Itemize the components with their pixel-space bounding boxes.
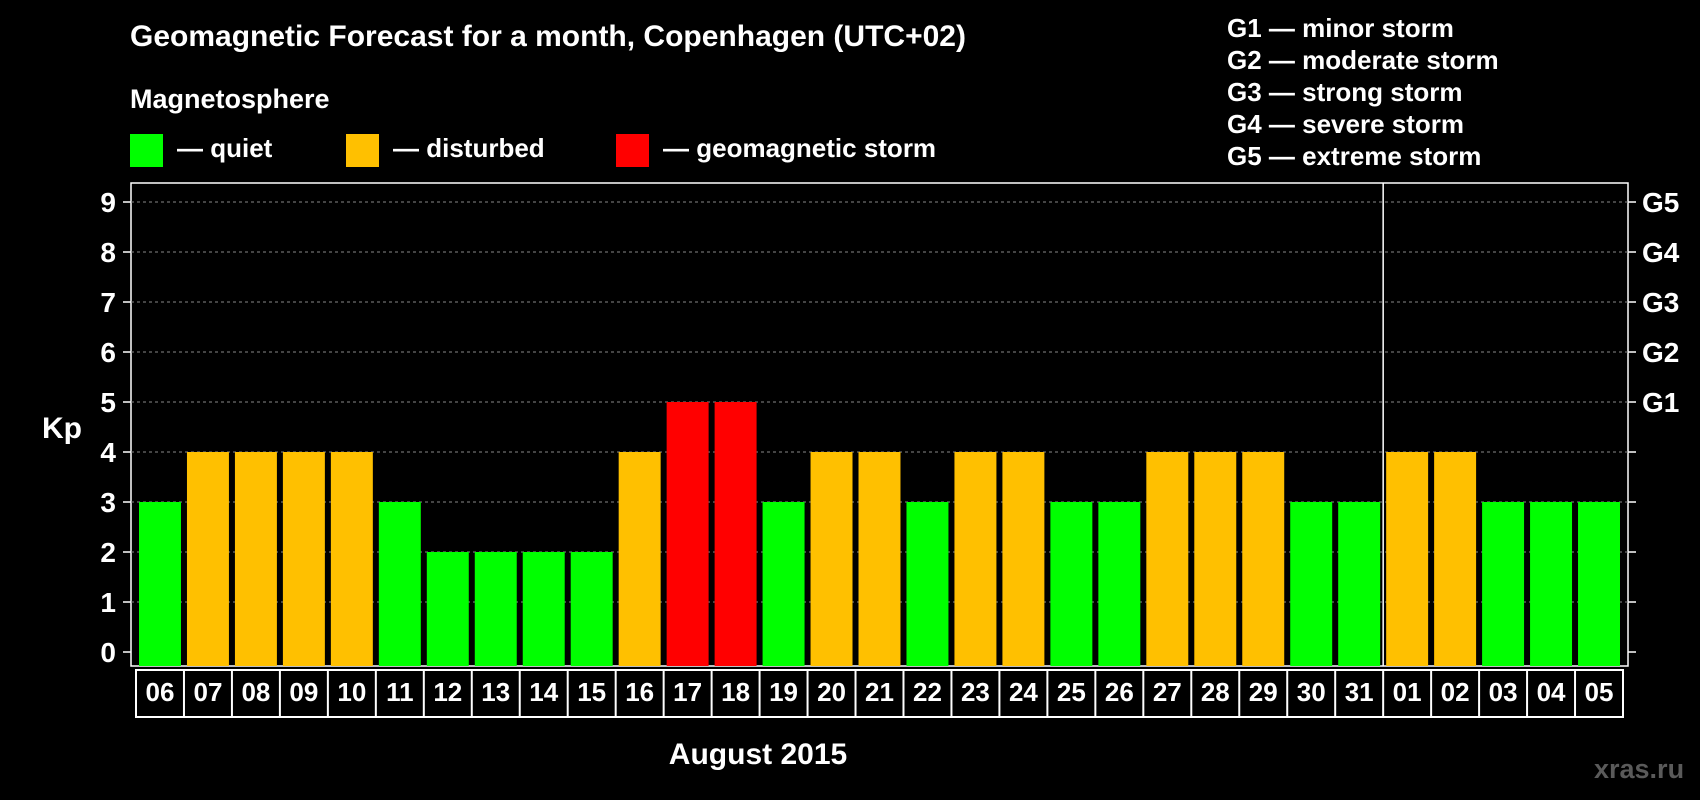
x-tick-label: 16 [625,677,654,707]
bar-31 [1338,502,1381,666]
x-tick-label: 04 [1537,677,1566,707]
bar-15 [570,552,613,666]
bar-25 [1050,502,1093,666]
storm-level-g2: G2 — moderate storm [1227,45,1499,75]
x-tick-label: 23 [961,677,990,707]
bar-26 [1098,502,1141,666]
bar-28 [1194,452,1237,666]
chart-title: Geomagnetic Forecast for a month, Copenh… [130,20,966,53]
bar-01 [1386,452,1429,666]
bar-13 [474,552,517,666]
g-level-label: G3 [1642,287,1679,318]
x-tick-label: 15 [577,677,606,707]
bar-06 [139,502,181,666]
y-tick-label: 1 [100,587,116,618]
y-tick-label: 3 [100,487,116,518]
bar-19 [762,502,805,666]
x-tick-label: 10 [337,677,366,707]
bar-02 [1434,452,1477,666]
bar-03 [1482,502,1525,666]
bar-11 [378,502,421,666]
x-label-frame [135,669,1624,718]
x-tick-label: 12 [433,677,462,707]
x-tick-label: 07 [193,677,222,707]
x-tick-label: 13 [481,677,510,707]
x-tick-label: 20 [817,677,846,707]
storm-level-legend: G1 — minor storm G2 — moderate storm G3 … [1227,12,1499,172]
legend-swatch-disturbed [346,134,379,167]
bar-27 [1146,452,1189,666]
bar-29 [1242,452,1285,666]
legend-label-quiet: — quiet [177,133,273,163]
x-tick-label: 08 [241,677,270,707]
x-tick-label: 31 [1345,677,1374,707]
y-axis-label: Kp [42,412,82,445]
bar-09 [282,452,325,666]
y-tick-label: 4 [100,437,116,468]
bar-20 [810,452,853,666]
x-tick-label: 01 [1393,677,1422,707]
x-tick-label: 06 [146,677,175,707]
storm-level-g5: G5 — extreme storm [1227,141,1482,171]
x-tick-label: 05 [1585,677,1614,707]
g-level-label: G5 [1642,187,1679,218]
bar-08 [234,452,277,666]
x-tick-label: 17 [673,677,702,707]
bar-30 [1290,502,1333,666]
x-tick-label: 02 [1441,677,1470,707]
x-tick-label: 18 [721,677,750,707]
bar-18 [714,402,757,666]
bar-12 [426,552,469,666]
bar-14 [522,552,565,666]
x-tick-label: 29 [1249,677,1278,707]
bar-05 [1578,502,1620,666]
storm-level-g1: G1 — minor storm [1227,13,1454,43]
y-tick-label: 8 [100,237,116,268]
x-tick-label: 24 [1009,677,1038,707]
storm-level-g4: G4 — severe storm [1227,109,1465,139]
legend-swatch-quiet [130,134,163,167]
g-level-label: G4 [1642,237,1680,268]
g-level-label: G1 [1642,387,1679,418]
bar-04 [1530,502,1573,666]
bar-10 [330,452,373,666]
bar-23 [954,452,997,666]
x-tick-label: 19 [769,677,798,707]
x-tick-label: 21 [865,677,894,707]
legend-title: Magnetosphere [130,84,330,114]
x-tick-label: 27 [1153,677,1182,707]
y-tick-label: 6 [100,337,116,368]
g-level-label: G2 [1642,337,1679,368]
bar-22 [906,502,949,666]
x-tick-label: 28 [1201,677,1230,707]
legend-label-disturbed: — disturbed [393,133,545,163]
y-tick-label: 7 [100,287,116,318]
x-tick-label: 09 [289,677,318,707]
x-tick-label: 30 [1297,677,1326,707]
bar-17 [666,402,709,666]
y-tick-label: 0 [100,637,116,668]
bar-24 [1002,452,1045,666]
legend-swatch-storm [616,134,649,167]
watermark: xras.ru [1594,754,1685,784]
bar-21 [858,452,901,666]
y-tick-label: 5 [100,387,116,418]
y-tick-label: 9 [100,187,116,218]
storm-level-g3: G3 — strong storm [1227,77,1463,107]
y-tick-label: 2 [100,537,116,568]
legend-label-storm: — geomagnetic storm [663,133,937,163]
x-tick-label: 25 [1057,677,1086,707]
bar-16 [618,452,661,666]
x-tick-label: 14 [529,677,558,707]
x-axis-label: August 2015 [669,738,847,771]
x-tick-label: 26 [1105,677,1134,707]
x-tick-label: 11 [386,677,414,707]
bar-07 [186,452,229,666]
x-tick-label: 22 [913,677,942,707]
x-tick-label: 03 [1489,677,1518,707]
